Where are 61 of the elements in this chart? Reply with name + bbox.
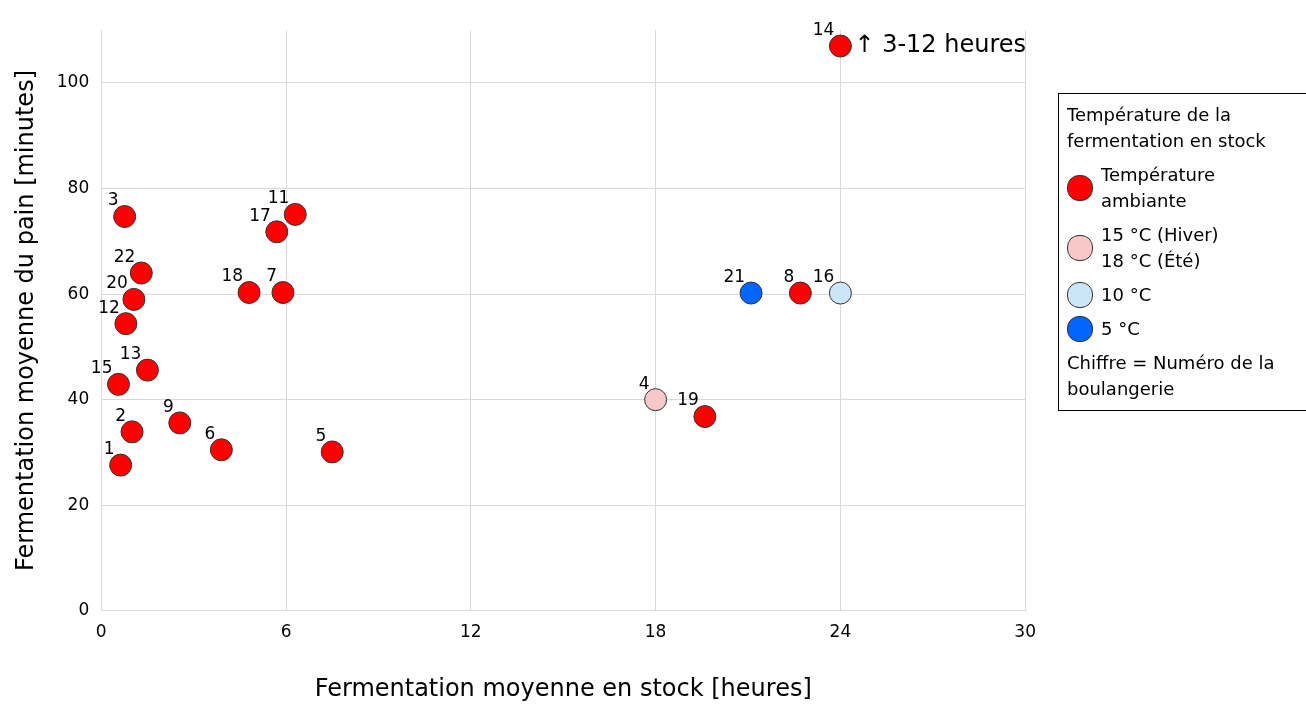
annotation: 13 [119, 343, 142, 364]
point [271, 281, 295, 305]
x-tick-label: 18 [644, 621, 667, 642]
annotation: 14 [812, 18, 835, 39]
y-tick-label: 0 [78, 599, 90, 620]
x-tick-label: 0 [95, 621, 107, 642]
y-tick-label: 100 [56, 71, 90, 92]
point [109, 453, 133, 477]
annotation: 5 [315, 424, 327, 445]
annotation: 8 [783, 265, 795, 286]
annotation: 4 [638, 372, 650, 393]
legend-label: 5 °C [1101, 317, 1140, 341]
point [828, 34, 852, 58]
point [209, 438, 233, 462]
y-tick-label: 80 [67, 176, 90, 197]
point [168, 411, 192, 435]
y-tick-label: 60 [67, 282, 90, 303]
legend-label: Température ambiante [1101, 163, 1217, 213]
annotation: 20 [106, 272, 128, 293]
legend-label: 10 °C [1101, 283, 1152, 307]
annotation: 16 [812, 265, 835, 286]
y-tick-label: 20 [67, 493, 90, 514]
point [693, 405, 717, 429]
x-tick-label: 12 [460, 621, 482, 642]
annotation: 18 [221, 265, 244, 286]
y-tick-label: 40 [67, 388, 90, 409]
point [828, 281, 852, 305]
legend-title: Température de la fermentation en stock [1067, 103, 1267, 153]
point [113, 205, 137, 229]
annotation: 1 [103, 438, 115, 459]
annotation: 7 [266, 265, 277, 286]
annotation: 19 [677, 389, 699, 410]
annotation: 6 [204, 422, 216, 443]
y-axis-title: Fermentation moyenne du pain [minutes] [10, 69, 39, 572]
annotation: 2 [115, 404, 127, 425]
x-tick-label: 24 [829, 621, 852, 642]
point [114, 312, 138, 336]
annotation: 3 [107, 189, 119, 210]
point [107, 372, 130, 396]
point [129, 261, 153, 285]
annotation: 9 [162, 395, 174, 416]
point [788, 281, 812, 305]
legend-label: 15 °C (Hiver) 18 °C (Été) [1101, 223, 1219, 273]
annotation: 12 [98, 296, 120, 317]
annotation: 22 [113, 245, 136, 266]
annotation: 21 [723, 265, 746, 286]
text: Chiffre = Numéro de la boulangerie [1067, 351, 1276, 401]
x-axis-title: Fermentation moyenne en stock [heures] [314, 673, 812, 702]
point [265, 220, 289, 244]
x-tick-label: 6 [280, 621, 292, 642]
point [135, 358, 159, 382]
annotation: 15 [90, 357, 113, 378]
point [320, 440, 344, 464]
point [739, 281, 763, 305]
point [120, 420, 144, 444]
point [122, 287, 146, 311]
point [237, 281, 261, 305]
x-tick-label: 30 [1014, 621, 1036, 642]
point [283, 202, 307, 226]
annotation: ↑ 3-12 heures [854, 30, 1027, 59]
point [644, 388, 668, 412]
